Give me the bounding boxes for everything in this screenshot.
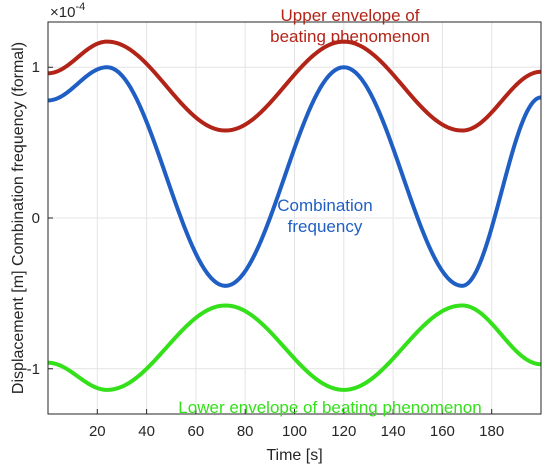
x-tick-label: 60 [188, 423, 205, 440]
annotation-combination-frequency-line: Combination [277, 196, 372, 215]
y-tick-label: -1 [27, 361, 40, 378]
x-tick-label: 40 [138, 423, 155, 440]
annotation-lower-envelope: Lower envelope of beating phenomenon [178, 398, 481, 417]
annotation-upper-envelope: Upper envelope of beating phenomenon [270, 6, 430, 46]
annotation-upper-envelope-line: beating phenomenon [270, 27, 430, 46]
y-tick-label: 0 [32, 210, 40, 227]
y-exponent-power: -4 [75, 1, 85, 13]
x-tick-label: 160 [430, 423, 455, 440]
x-tick-label: 140 [381, 423, 406, 440]
annotations: Upper envelope of beating phenomenon Combi… [178, 6, 481, 417]
axis-ticks: 20 40 60 80 100 120 140 160 180 -1 0 1 [27, 59, 505, 440]
y-tick-label: 1 [32, 59, 40, 76]
annotation-combination-frequency-line: frequency [288, 217, 363, 236]
annotation-lower-envelope-line: Lower envelope of beating phenomenon [178, 398, 481, 417]
upper-envelope-line [47, 39, 542, 133]
x-tick-label: 180 [479, 423, 504, 440]
y-axis-exponent: ×10-4 [50, 1, 85, 21]
x-tick-label: 20 [89, 423, 106, 440]
annotation-combination-frequency: Combination frequency [277, 196, 372, 236]
x-axis-label: Time [s] [266, 447, 322, 464]
grid-lines [48, 22, 541, 414]
y-axis-label: Displacement [m] Combination frequency (… [10, 42, 27, 394]
y-exponent-base: ×10 [50, 4, 75, 21]
x-tick-label: 100 [282, 423, 307, 440]
x-tick-label: 80 [237, 423, 254, 440]
lower-envelope-line [47, 303, 542, 392]
combination-frequency-line [47, 65, 542, 288]
annotation-upper-envelope-line: Upper envelope of [281, 6, 420, 25]
x-tick-label: 120 [331, 423, 356, 440]
plot-series [47, 39, 542, 392]
